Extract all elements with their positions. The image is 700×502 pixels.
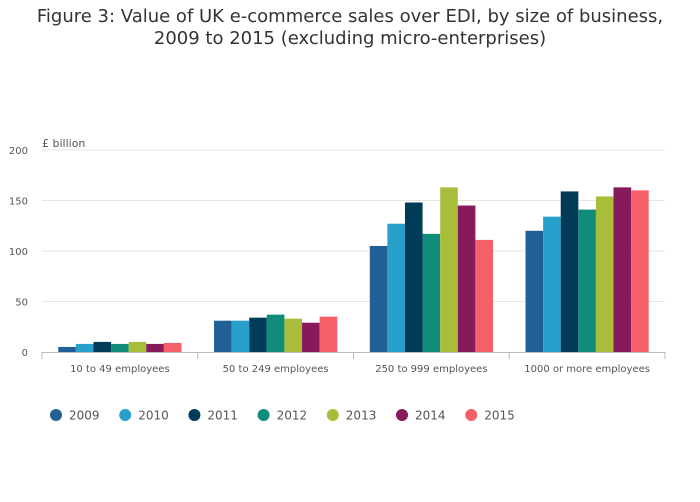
legend-label: 2012	[277, 409, 308, 423]
bar-2011-4[interactable]	[560, 191, 579, 352]
x-tick-label: 1000 or more employees	[524, 364, 650, 375]
y-tick-label: 0	[22, 348, 28, 359]
bar-2015-3[interactable]	[475, 239, 493, 352]
bar-2012-2[interactable]	[266, 314, 285, 352]
legend-label: 2013	[346, 409, 377, 423]
x-tick-label: 250 to 999 employees	[375, 364, 487, 375]
legend-swatch	[326, 409, 339, 421]
y-tick-label: 100	[9, 247, 28, 258]
bar-2014-1[interactable]	[146, 343, 164, 352]
x-tick-label: 50 to 249 employees	[223, 364, 329, 375]
legend-swatch	[188, 409, 201, 421]
y-axis-ticks: 0 50 100 150 200	[9, 146, 28, 359]
legend-item-2010[interactable]: 2010	[119, 409, 169, 423]
legend[interactable]: 2009 2010 2011 2012 2013 2014 2015	[50, 409, 515, 423]
legend-item-2011[interactable]: 2011	[188, 409, 238, 423]
bar-2009-1[interactable]	[58, 346, 76, 352]
bar-2010-4[interactable]	[543, 216, 561, 352]
legend-label: 2014	[415, 409, 446, 423]
legend-swatch	[50, 409, 62, 421]
legend-item-2009[interactable]: 2009	[50, 409, 100, 423]
y-tick-label: 200	[9, 146, 28, 157]
x-tick-label: 10 to 49 employees	[70, 364, 170, 375]
bar-2013-2[interactable]	[284, 318, 303, 352]
bar-2013-4[interactable]	[595, 196, 614, 352]
chart-title: Figure 3: Value of UK e-commerce sales o…	[36, 6, 664, 49]
bar-2011-3[interactable]	[404, 202, 423, 352]
bar-2013-3[interactable]	[440, 187, 458, 352]
bar-2014-3[interactable]	[457, 205, 476, 352]
bar-2011-1[interactable]	[93, 341, 112, 352]
bar-2010-3[interactable]	[387, 223, 405, 352]
y-tick-label: 50	[15, 298, 28, 309]
bar-2012-1[interactable]	[111, 343, 129, 352]
y-axis-unit-label: £ billion	[42, 137, 85, 150]
legend-swatch	[465, 409, 478, 421]
legend-item-2015[interactable]: 2015	[465, 409, 515, 423]
legend-item-2013[interactable]: 2013	[326, 409, 377, 423]
bar-2015-1[interactable]	[163, 342, 182, 352]
bar-2010-2[interactable]	[231, 320, 250, 352]
x-axis: 10 to 49 employees 50 to 249 employees 250…	[41, 352, 666, 375]
bar-2013-1[interactable]	[128, 341, 147, 352]
bars	[58, 187, 649, 352]
legend-label: 2010	[138, 409, 169, 423]
bar-2009-3[interactable]	[369, 245, 388, 352]
legend-swatch	[396, 409, 408, 421]
bar-2009-4[interactable]	[525, 230, 544, 352]
legend-label: 2011	[207, 409, 238, 423]
bar-2014-4[interactable]	[613, 187, 632, 352]
y-tick-label: 150	[9, 197, 28, 208]
legend-item-2012[interactable]: 2012	[257, 409, 308, 423]
bar-2015-2[interactable]	[319, 316, 338, 352]
legend-item-2014[interactable]: 2014	[396, 409, 446, 423]
bar-2015-4[interactable]	[631, 190, 649, 352]
bar-2010-1[interactable]	[75, 343, 94, 352]
bar-2014-2[interactable]	[302, 322, 320, 352]
bar-2012-3[interactable]	[422, 233, 441, 352]
legend-swatch	[119, 409, 132, 421]
legend-swatch	[257, 409, 270, 421]
legend-label: 2015	[484, 409, 515, 423]
bar-2012-4[interactable]	[578, 209, 596, 352]
legend-label: 2009	[69, 409, 100, 423]
bar-2009-2[interactable]	[214, 320, 232, 352]
bar-2011-2[interactable]	[249, 317, 267, 352]
